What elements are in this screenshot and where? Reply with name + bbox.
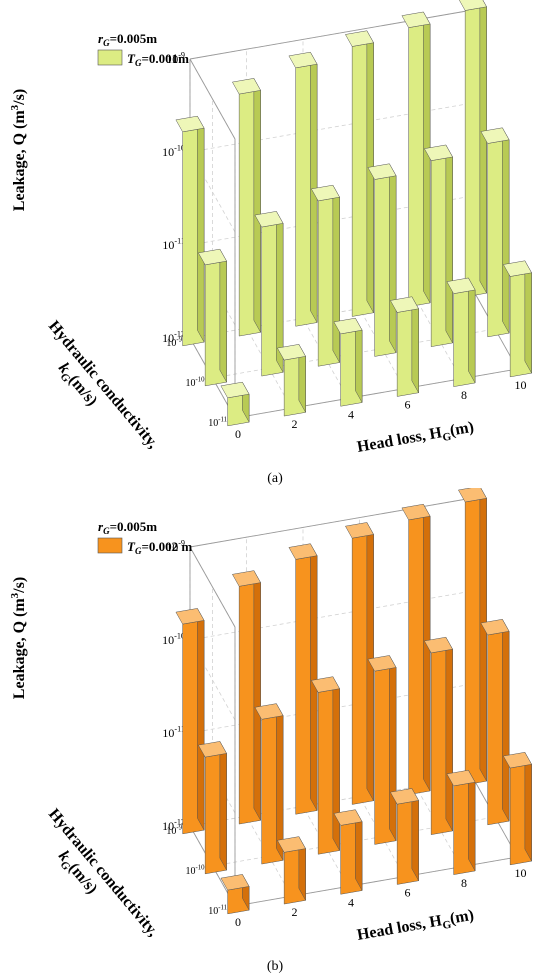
bar: [254, 211, 284, 377]
legend-r-text: rG=0.005m: [98, 31, 157, 48]
bar: [424, 636, 453, 835]
bar: [198, 248, 227, 387]
figure-caption: (b): [267, 959, 284, 974]
y-tick-label: 10-9: [166, 337, 182, 350]
bar: [446, 769, 476, 875]
legend-t-text: TG=0.001m: [127, 51, 189, 68]
chart-panel-a: 10-12 10-11 10-10 10-9 10-11 10-10 10-9 0 2 4 6 8 10…: [0, 0, 550, 488]
bar: [401, 503, 431, 795]
bar: [390, 296, 419, 397]
bar: [390, 788, 419, 885]
x-tick-label: 6: [405, 398, 411, 412]
bar: [333, 809, 363, 895]
z-tick-label: 10-10: [162, 632, 185, 647]
bar: [254, 703, 284, 865]
chart-b-svg: 10-12 10-11 10-10 10-9 10-11 10-10 10-9 0 2 4 6 8 10…: [9, 488, 532, 974]
x-tick-label: 2: [292, 905, 298, 919]
y-axis-label-line1: Hydraulic conductivity,: [45, 318, 161, 452]
x-axis-label: Head loss, HG(m): [356, 907, 476, 947]
y-tick-label: 10-10: [185, 377, 205, 390]
x-tick-label: 2: [292, 417, 298, 431]
z-tick-label: 10-11: [162, 725, 185, 740]
bar: [311, 676, 340, 855]
bar: [288, 51, 318, 327]
x-tick-label: 10: [515, 866, 527, 880]
bar: [220, 381, 250, 427]
bar: [198, 741, 227, 875]
bar: [232, 78, 261, 337]
y-axis-label-line1: Hydraulic conductivity,: [45, 806, 161, 940]
legend-t-text: TG=0.002 m: [127, 539, 192, 556]
bar: [480, 619, 510, 826]
z-tick-label: 10-11: [162, 237, 185, 252]
x-tick-label: 4: [348, 407, 354, 421]
bar: [345, 30, 374, 317]
legend-r-text: rG=0.005m: [98, 519, 157, 536]
figure-caption: (a): [267, 471, 283, 486]
bar: [424, 144, 453, 347]
bar: [175, 608, 205, 835]
x-tick-label: 4: [348, 895, 354, 909]
bar: [446, 277, 476, 387]
bar: [503, 260, 532, 378]
legend: rG=0.005m TG=0.002 m: [97, 519, 192, 556]
bar: [345, 522, 374, 805]
bar: [232, 570, 261, 825]
x-tick-label: 8: [461, 388, 467, 402]
z-axis-label: Leakage, Q (m3/s): [9, 577, 28, 699]
bar: [503, 752, 532, 866]
z-tick-label: 10-9: [166, 539, 185, 554]
x-tick-label: 8: [461, 876, 467, 890]
bar: [480, 127, 510, 338]
z-axis-label: Leakage, Q (m3/s): [9, 89, 28, 211]
chart-a-svg: 10-12 10-11 10-10 10-9 10-11 10-10 10-9 0 2 4 6 8 10…: [9, 0, 532, 486]
bars: [175, 0, 532, 427]
x-tick-label: 10: [515, 378, 527, 392]
legend-swatch: [97, 49, 123, 66]
bar: [220, 874, 250, 915]
bar: [458, 488, 487, 786]
chart-panel-b: 10-12 10-11 10-10 10-9 10-11 10-10 10-9 0 2 4 6 8 10…: [0, 488, 550, 976]
bar: [277, 836, 306, 905]
z-tick-label: 10-9: [166, 51, 185, 66]
bar: [175, 115, 205, 347]
bar: [333, 317, 363, 407]
bar: [288, 543, 318, 815]
y-tick-label: 10-9: [166, 825, 182, 838]
x-tick-label: 0: [235, 915, 241, 929]
bar: [311, 184, 340, 367]
z-tick-label: 10-12: [162, 818, 185, 833]
legend: rG=0.005m TG=0.001m: [97, 31, 189, 68]
bar: [458, 0, 487, 298]
bar: [401, 11, 431, 307]
bar: [277, 344, 306, 417]
z-tick-label: 10-12: [162, 330, 185, 345]
x-axis-label: Head loss, HG(m): [356, 419, 476, 459]
y-tick-label: 10-11: [208, 417, 227, 430]
z-tick-label: 10-10: [162, 144, 185, 159]
bar: [367, 655, 397, 845]
x-tick-label: 0: [235, 427, 241, 441]
y-tick-label: 10-11: [208, 905, 227, 918]
x-tick-label: 6: [405, 886, 411, 900]
legend-swatch: [97, 537, 123, 554]
y-tick-label: 10-10: [185, 865, 205, 878]
bars: [175, 488, 532, 915]
